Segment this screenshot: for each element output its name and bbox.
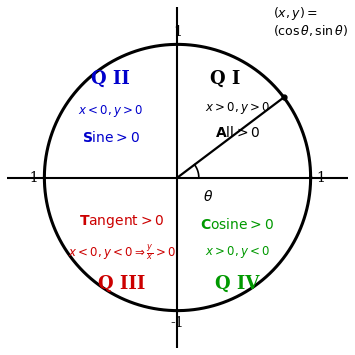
Text: 1: 1 — [316, 170, 325, 185]
Text: $\mathbf{S}\mathrm{ine} > 0$: $\mathbf{S}\mathrm{ine} > 0$ — [82, 130, 140, 145]
Text: $\mathbf{T}\mathrm{angent} > 0$: $\mathbf{T}\mathrm{angent} > 0$ — [79, 213, 164, 230]
Text: Q I: Q I — [210, 70, 241, 88]
Text: Q IV: Q IV — [215, 275, 260, 293]
Text: Q II: Q II — [92, 70, 130, 88]
Text: $\mathbf{C}\mathrm{osine} > 0$: $\mathbf{C}\mathrm{osine} > 0$ — [201, 217, 274, 231]
Text: $(x,y) =$: $(x,y) =$ — [273, 5, 318, 22]
Text: $\theta$: $\theta$ — [203, 190, 213, 204]
Text: $x>0, y<0$: $x>0, y<0$ — [205, 244, 270, 260]
Text: Q III: Q III — [98, 275, 145, 293]
Text: -1: -1 — [26, 170, 39, 185]
Text: $\mathbf{A}\mathrm{ll} > 0$: $\mathbf{A}\mathrm{ll} > 0$ — [215, 125, 260, 140]
Text: $(\cos\theta,\sin\theta)$: $(\cos\theta,\sin\theta)$ — [273, 23, 349, 38]
Text: $x<0, y>0$: $x<0, y>0$ — [78, 103, 143, 119]
Text: $x<0, y<0 \Rightarrow \frac{y}{x}>0$: $x<0, y<0 \Rightarrow \frac{y}{x}>0$ — [68, 242, 175, 262]
Text: 1: 1 — [173, 25, 182, 39]
Text: -1: -1 — [171, 316, 184, 330]
Text: $x>0, y>0$: $x>0, y>0$ — [205, 100, 270, 116]
